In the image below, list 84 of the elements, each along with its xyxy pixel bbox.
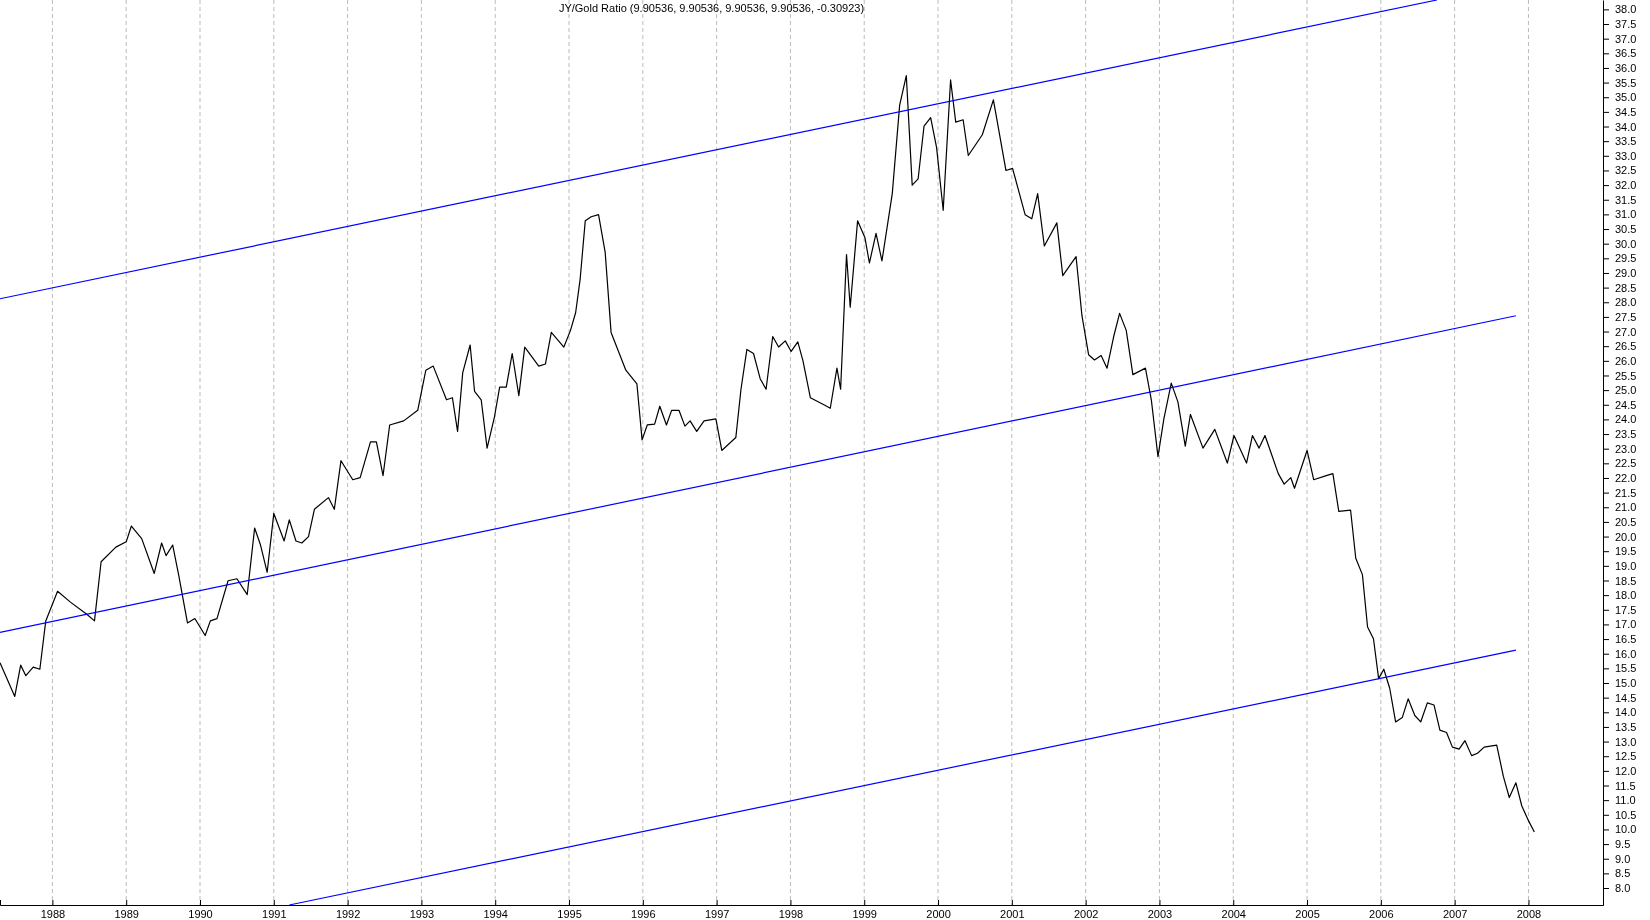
y-tick-label: 38.0 — [1615, 3, 1637, 16]
y-tick-label: 36.5 — [1615, 47, 1637, 60]
y-tick-label: 11.0 — [1615, 794, 1636, 807]
y-tick-label: 13.0 — [1615, 735, 1637, 748]
y-tick-label: 31.0 — [1615, 208, 1637, 221]
y-tick-label: 17.0 — [1615, 618, 1637, 631]
x-tick-label: 1998 — [778, 907, 804, 920]
y-tick-label: 35.0 — [1615, 91, 1637, 104]
y-tick-label: 22.5 — [1615, 457, 1637, 470]
y-tick-label: 29.0 — [1615, 266, 1637, 279]
y-tick-label: 19.0 — [1615, 559, 1637, 572]
y-tick-label: 12.0 — [1615, 764, 1637, 777]
y-tick-label: 35.5 — [1615, 76, 1637, 89]
y-tick-label: 17.5 — [1615, 603, 1637, 616]
x-tick-label: 1995 — [557, 907, 582, 920]
y-tick-label: 23.5 — [1615, 428, 1637, 441]
x-tick-label: 1988 — [40, 907, 66, 920]
x-tick-label: 1989 — [114, 907, 139, 920]
y-tick-label: 32.5 — [1615, 164, 1637, 177]
y-tick-label: 13.5 — [1615, 720, 1637, 733]
y-tick-label: 26.0 — [1615, 354, 1637, 367]
y-tick-label: 20.5 — [1615, 515, 1637, 528]
y-tick-label: 37.0 — [1615, 32, 1637, 45]
y-tick-label: 16.0 — [1615, 647, 1637, 660]
y-tick-label: 8.5 — [1615, 867, 1631, 880]
y-tick-label: 25.5 — [1615, 369, 1637, 382]
y-tick-label: 15.0 — [1615, 677, 1637, 690]
y-tick-label: 31.5 — [1615, 193, 1637, 206]
y-tick-label: 37.5 — [1615, 18, 1637, 31]
y-tick-label: 33.0 — [1615, 149, 1637, 162]
x-tick-label: 1996 — [631, 907, 656, 920]
y-tick-label: 34.5 — [1615, 105, 1637, 118]
x-tick-label: 2007 — [1442, 907, 1468, 920]
x-tick-label: 2008 — [1516, 907, 1542, 920]
y-tick-label: 30.0 — [1615, 237, 1637, 250]
y-tick-label: 8.0 — [1615, 882, 1631, 895]
x-tick-label: 1999 — [852, 907, 877, 920]
y-tick-label: 14.5 — [1615, 691, 1637, 704]
y-tick-label: 28.5 — [1615, 281, 1637, 294]
line-series — [0, 74, 1535, 833]
y-tick-label: 21.0 — [1615, 501, 1637, 514]
x-tick-label: 2004 — [1221, 907, 1246, 920]
y-tick-label: 10.0 — [1615, 823, 1637, 836]
x-tick-label: 2003 — [1147, 907, 1173, 920]
y-tick-label: 23.0 — [1615, 442, 1637, 455]
y-tick-label: 25.0 — [1615, 384, 1637, 397]
y-tick-label: 28.0 — [1615, 296, 1637, 309]
y-tick-label: 12.5 — [1615, 750, 1637, 763]
chart-title: JY/Gold Ratio (9.90536, 9.90536, 9.90536, 9.90536, -0.30923) — [558, 2, 865, 14]
y-tick-label: 26.5 — [1615, 340, 1637, 353]
y-tick-label: 9.0 — [1615, 852, 1631, 865]
y-tick-label: 21.5 — [1615, 486, 1637, 499]
y-tick-label: 14.0 — [1615, 706, 1637, 719]
y-tick-label: 34.0 — [1615, 120, 1637, 133]
y-tick-label: 9.5 — [1615, 838, 1631, 851]
y-tick-label: 27.0 — [1615, 325, 1637, 338]
y-tick-label: 32.0 — [1615, 179, 1637, 192]
y-tick-label: 33.5 — [1615, 135, 1637, 148]
y-tick-label: 30.5 — [1615, 223, 1637, 236]
x-tick-label: 1991 — [262, 907, 287, 920]
x-tick-label: 2001 — [1000, 907, 1025, 920]
y-tick-label: 10.5 — [1615, 808, 1637, 821]
y-tick-label: 22.0 — [1615, 472, 1637, 484]
y-tick-label: 11.5 — [1615, 779, 1636, 792]
y-tick-label: 36.0 — [1615, 61, 1637, 74]
y-tick-label: 15.5 — [1615, 662, 1637, 675]
x-tick-label: 1993 — [409, 907, 435, 920]
x-tick-label: 1994 — [483, 907, 508, 920]
x-tick-label: 2005 — [1295, 907, 1320, 920]
x-tick-label: 2006 — [1369, 907, 1394, 920]
x-tick-label: 1990 — [188, 907, 213, 920]
y-tick-label: 18.5 — [1615, 574, 1637, 587]
y-tick-label: 27.5 — [1615, 310, 1637, 323]
y-tick-label: 24.5 — [1615, 398, 1637, 411]
y-tick-label: 20.0 — [1615, 530, 1637, 543]
x-tick-label: 1992 — [335, 907, 361, 920]
y-tick-label: 29.5 — [1615, 252, 1637, 265]
x-tick-label: 1997 — [704, 907, 730, 920]
y-tick-label: 18.0 — [1615, 589, 1637, 602]
y-tick-label: 19.5 — [1615, 545, 1637, 558]
y-tick-label: 24.0 — [1615, 413, 1637, 426]
x-tick-label: 2002 — [1073, 907, 1099, 920]
x-tick-label: 2000 — [926, 907, 951, 920]
y-tick-label: 16.5 — [1615, 633, 1637, 646]
